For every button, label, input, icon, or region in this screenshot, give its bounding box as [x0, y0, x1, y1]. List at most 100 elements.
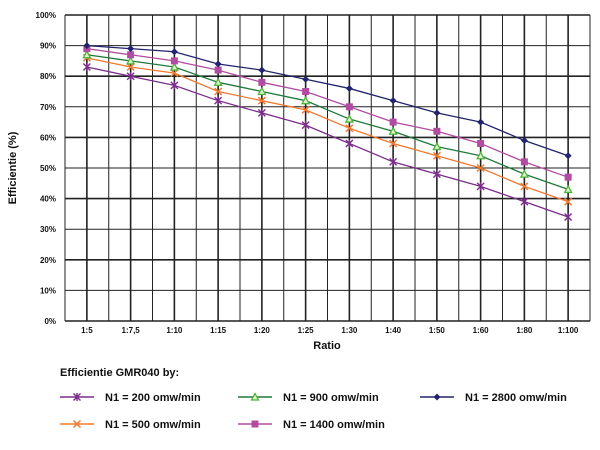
asterisk-marker	[476, 182, 485, 191]
x-marker	[520, 182, 529, 191]
asterisk-marker	[82, 63, 91, 72]
triangle-marker	[301, 95, 311, 105]
square-marker	[251, 420, 259, 428]
triangle-marker	[126, 56, 136, 65]
triangle-marker	[388, 126, 398, 135]
square-marker	[520, 158, 528, 166]
square-marker	[477, 140, 485, 148]
x-tick-label: 1:7,5	[122, 326, 141, 335]
legend-item: N1 = 900 omw/min	[238, 392, 379, 404]
y-tick-label: 80%	[40, 72, 56, 81]
y-tick-label: 100%	[36, 11, 56, 20]
square-marker	[170, 57, 178, 65]
series-line	[86, 48, 569, 178]
square-marker	[433, 127, 441, 135]
triangle-marker	[257, 86, 267, 96]
asterisk-marker	[345, 139, 354, 148]
diamond-marker	[214, 60, 222, 68]
series-1200-rpm	[82, 63, 573, 221]
x-tick-label: 1:100	[558, 326, 579, 335]
square-marker	[564, 173, 572, 181]
legend-item: N1 = 1400 omw/min	[238, 419, 385, 431]
square-marker	[214, 66, 222, 74]
y-axis-ticks: 0% 10% 20% 30% 40% 50% 60% 70% 80% 90% 100%	[36, 11, 56, 326]
x-marker	[345, 124, 354, 133]
series-11400-rpm	[83, 45, 572, 181]
legend-item: N1 = 200 omw/min	[60, 392, 201, 404]
x-tick-label: 1:10	[166, 326, 183, 335]
triangle-marker	[432, 141, 442, 151]
x-tick-label: 1:40	[385, 326, 402, 335]
series-line	[86, 54, 569, 191]
x-marker	[126, 62, 135, 72]
asterisk-marker	[564, 212, 573, 221]
legend-label: N1 = 200 omw/min	[105, 392, 201, 404]
diamond-marker	[433, 109, 441, 117]
triangle-marker	[563, 184, 573, 194]
series-lines	[82, 42, 573, 221]
series-line	[86, 57, 569, 203]
diamond-marker	[258, 66, 266, 74]
series-line	[86, 66, 569, 218]
y-axis-label: Efficientie (%)	[7, 131, 19, 204]
x-tick-label: 1:80	[516, 326, 533, 335]
x-tick-label: 1:30	[341, 326, 358, 335]
triangle-marker	[213, 77, 223, 86]
diamond-marker	[389, 97, 397, 105]
x-tick-label: 1:50	[429, 326, 446, 335]
square-marker	[389, 118, 397, 126]
x-marker	[432, 151, 441, 160]
y-tick-label: 20%	[40, 256, 56, 265]
series-12800-rpm	[83, 42, 572, 160]
series-1900-rpm	[82, 49, 573, 194]
triangle-marker	[82, 49, 92, 59]
asterisk-marker	[257, 108, 266, 117]
y-tick-label: 0%	[44, 317, 56, 326]
asterisk-marker	[170, 81, 179, 90]
diamond-marker	[83, 42, 91, 50]
legend-label: N1 = 1400 omw/min	[283, 419, 385, 431]
x-marker	[564, 197, 573, 206]
y-tick-label: 40%	[40, 195, 56, 204]
triangle-marker	[250, 392, 260, 401]
legend-label: N1 = 500 omw/min	[105, 419, 201, 431]
asterisk-marker	[432, 170, 441, 179]
asterisk-marker	[520, 197, 529, 206]
x-tick-label: 1:25	[298, 326, 315, 335]
asterisk-marker	[73, 393, 81, 401]
legend-item: N1 = 500 omw/min	[60, 419, 201, 431]
legend-title: Efficientie GMR040 by:	[60, 367, 179, 379]
diamond-marker	[520, 136, 528, 144]
x-marker	[389, 139, 398, 148]
x-tick-label: 1:15	[210, 326, 227, 335]
asterisk-marker	[301, 121, 310, 130]
asterisk-marker	[126, 72, 135, 81]
triangle-marker	[519, 169, 529, 178]
x-axis-ticks: 1:5 1:7,5 1:10 1:15 1:20 1:25 1:30 1:40 1:50 1:60…	[81, 326, 579, 335]
y-tick-label: 90%	[40, 42, 56, 51]
diamond-marker	[170, 48, 178, 56]
diamond-marker	[127, 45, 135, 53]
diamond-marker	[477, 118, 485, 126]
x-marker	[476, 163, 485, 173]
triangle-marker	[476, 150, 486, 160]
diamond-marker	[433, 393, 441, 401]
diamond-marker	[564, 152, 572, 160]
square-marker	[302, 88, 310, 95]
triangle-marker	[344, 114, 354, 123]
x-marker	[301, 105, 310, 114]
diamond-marker	[302, 75, 310, 83]
legend-label: N1 = 2800 omw/min	[465, 392, 567, 404]
y-tick-label: 70%	[40, 103, 56, 112]
x-axis-label: Ratio	[313, 340, 341, 352]
y-tick-label: 60%	[40, 133, 56, 142]
legend-item: N1 = 2800 omw/min	[420, 392, 567, 404]
square-marker	[127, 51, 135, 59]
legend-label: N1 = 900 omw/min	[283, 392, 379, 404]
y-tick-label: 30%	[40, 225, 56, 234]
asterisk-marker	[389, 157, 398, 166]
x-tick-label: 1:20	[254, 326, 271, 335]
x-marker	[257, 96, 266, 105]
x-marker	[170, 69, 179, 78]
